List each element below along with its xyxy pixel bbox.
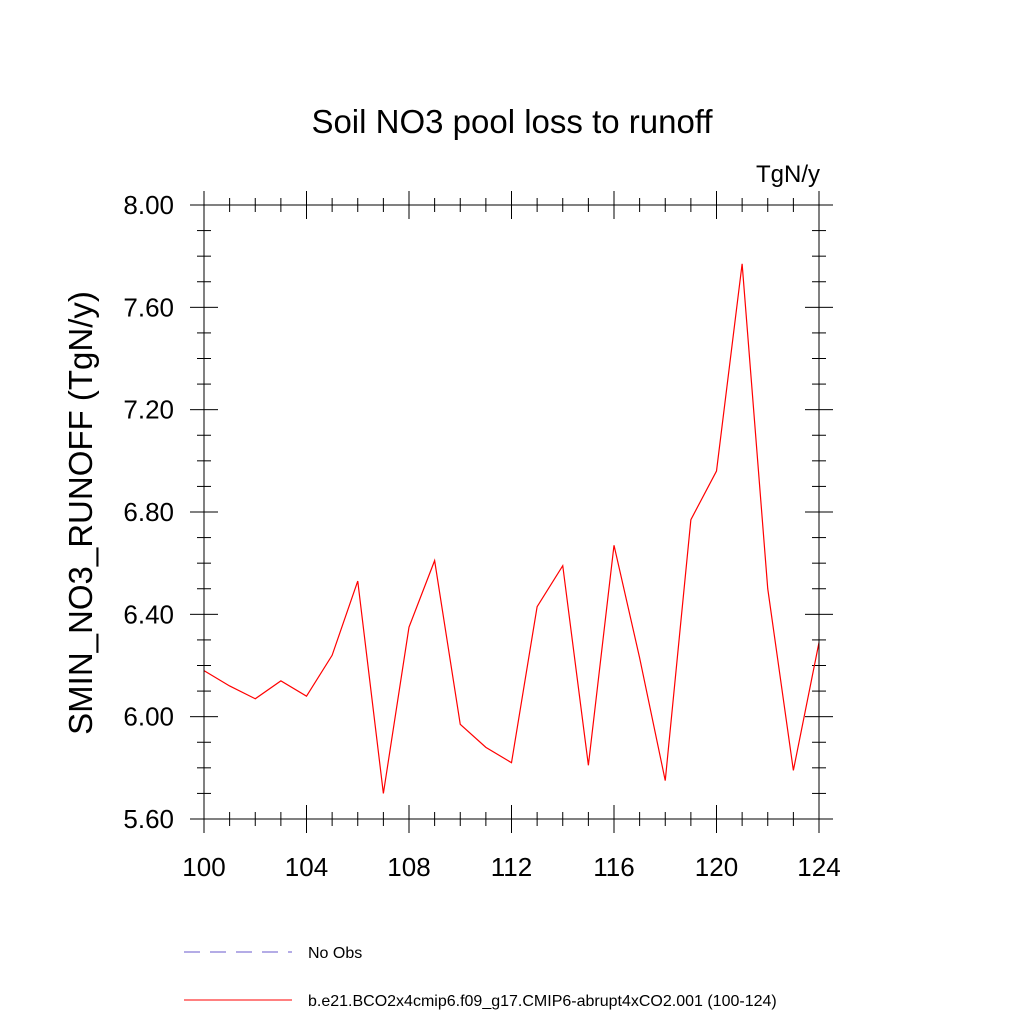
x-tick-label: 112	[491, 852, 532, 882]
chart-title: Soil NO3 pool loss to runoff	[311, 103, 713, 140]
data-point	[638, 656, 641, 659]
data-point	[331, 654, 334, 657]
x-tick-label: 124	[797, 852, 840, 882]
data-point	[510, 761, 513, 764]
data-point	[279, 679, 282, 682]
x-tick-label: 116	[593, 852, 634, 882]
data-point	[305, 695, 308, 698]
series-layer	[203, 262, 820, 795]
y-tick-label: 7.60	[123, 292, 174, 322]
y-tick-label: 6.40	[123, 599, 174, 629]
y-axis-label: SMIN_NO3_RUNOFF (TgN/y)	[62, 291, 99, 735]
data-point	[356, 580, 359, 583]
legend-label: b.e21.BCO2x4cmip6.f09_g17.CMIP6-abrupt4x…	[308, 993, 777, 1010]
x-tick-labels: 100 104 108 112 116 120 124	[182, 852, 840, 882]
legend-label: No Obs	[308, 945, 362, 962]
data-point	[382, 792, 385, 795]
y-tick-label: 5.60	[123, 804, 174, 834]
data-point	[664, 779, 667, 782]
x-tick-label: 120	[695, 852, 738, 882]
data-point	[408, 626, 411, 629]
data-point	[484, 746, 487, 749]
data-point	[536, 605, 539, 608]
data-point	[561, 564, 564, 567]
data-point	[766, 587, 769, 590]
series-line	[203, 263, 820, 794]
y-tick-label: 6.80	[123, 497, 174, 527]
data-point	[715, 470, 718, 473]
y-tick-label: 7.20	[123, 395, 174, 425]
plot-frame	[203, 204, 820, 820]
data-point	[459, 723, 462, 726]
x-tick-label: 104	[285, 852, 328, 882]
data-point	[254, 697, 257, 700]
units-label: TgN/y	[756, 161, 820, 188]
data-point	[741, 262, 744, 265]
x-tick-label: 100	[182, 852, 225, 882]
x-tick-label: 108	[387, 852, 430, 882]
data-point	[433, 559, 436, 562]
data-point	[613, 544, 616, 547]
data-point	[228, 684, 231, 687]
y-tick-label: 6.00	[123, 702, 174, 732]
axis-ticks	[190, 191, 833, 833]
y-tick-label: 8.00	[123, 190, 174, 220]
data-point	[792, 769, 795, 772]
data-point	[689, 518, 692, 521]
data-point	[587, 764, 590, 767]
legend: No Obs b.e21.BCO2x4cmip6.f09_g17.CMIP6-ab…	[184, 945, 777, 1010]
y-tick-labels: 5.60 6.00 6.40 6.80 7.20 7.60 8.00	[123, 190, 174, 834]
